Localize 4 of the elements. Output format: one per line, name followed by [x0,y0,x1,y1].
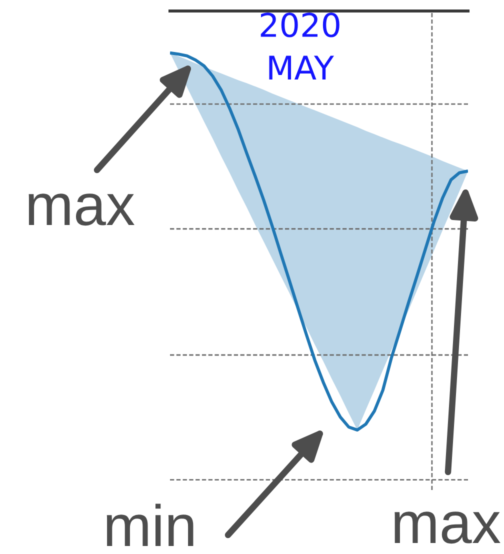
text: max [28,194,134,226]
text: min [106,504,194,546]
text: max [394,512,500,544]
annotation: 2020 MAY [260,12,340,80]
